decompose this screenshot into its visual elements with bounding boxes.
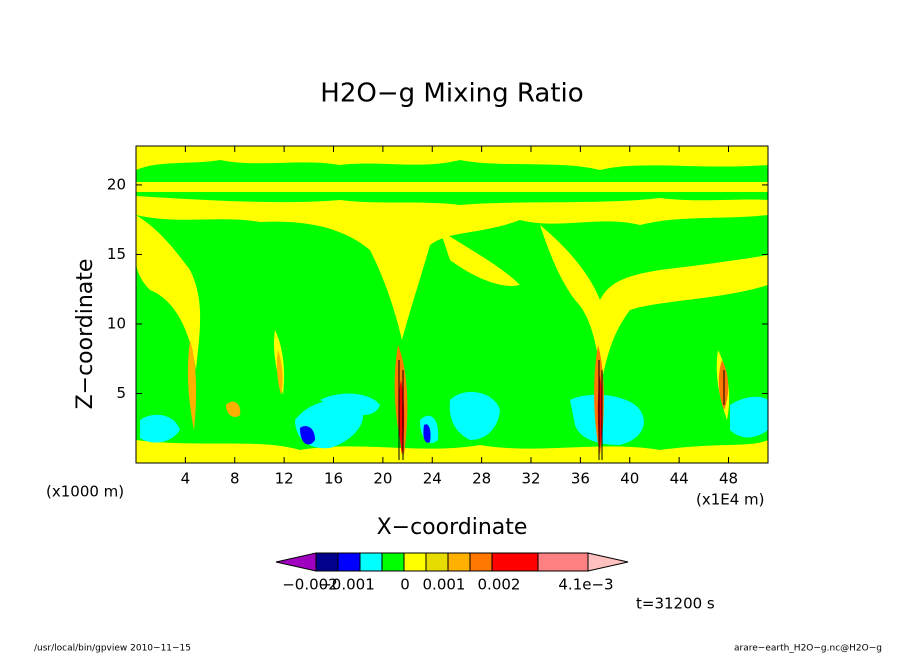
colorbar: −0.002−0.001 0 0.001 0.002 4.1e−3	[275, 552, 629, 594]
y-tick-label: 5	[116, 384, 126, 402]
x-tick-label: 4	[181, 470, 191, 488]
x-unit: (x1E4 m)	[696, 491, 765, 509]
colorbar-box	[469, 552, 493, 572]
y-tick-label: 10	[107, 314, 126, 332]
colorbar-label: 0.002	[478, 576, 521, 594]
contour-field	[135, 145, 769, 464]
chart-title: H2O−g Mixing Ratio	[320, 79, 583, 109]
x-tick-label: 32	[521, 470, 540, 488]
colorbar-box	[359, 552, 383, 572]
x-tick-label: 48	[719, 470, 738, 488]
x-tick-label: 8	[230, 470, 240, 488]
footer-left: /usr/local/bin/gpview 2010−11−15	[34, 644, 191, 654]
x-tick-label: 12	[275, 470, 294, 488]
x-tick-label: 40	[620, 470, 639, 488]
colorbar-box	[381, 552, 405, 572]
colorbar-label: 4.1e−3	[558, 576, 613, 594]
colorbar-label: −0.002	[282, 576, 338, 594]
annotation: t=31200 s	[636, 595, 715, 613]
x-tick-label: 20	[373, 470, 392, 488]
colorbar-box	[425, 552, 449, 572]
colorbar-end	[275, 552, 317, 572]
x-tick-label: 24	[423, 470, 442, 488]
colorbar-label: 0.001	[423, 576, 466, 594]
y-axis-label: Z−coordinate	[73, 259, 98, 410]
x-tick-label: 44	[670, 470, 689, 488]
footer-right: arare−earth_H2O−g.nc@H2O−g	[734, 644, 882, 654]
x-tick-label: 28	[472, 470, 491, 488]
colorbar-label: 0	[400, 576, 410, 594]
y-tick-label: 15	[107, 245, 126, 263]
colorbar-end	[587, 552, 629, 572]
colorbar-box	[315, 552, 339, 572]
colorbar-box	[447, 552, 471, 572]
colorbar-box	[403, 552, 427, 572]
x-axis-label: X−coordinate	[377, 515, 528, 540]
y-unit: (x1000 m)	[46, 483, 124, 501]
colorbar-box	[537, 552, 589, 572]
colorbar-box	[337, 552, 361, 572]
colorbar-box	[491, 552, 539, 572]
colorbar-label: −0.001	[319, 576, 375, 594]
x-tick-label: 36	[571, 470, 590, 488]
y-tick-label: 20	[107, 175, 126, 193]
x-tick-label: 16	[324, 470, 343, 488]
